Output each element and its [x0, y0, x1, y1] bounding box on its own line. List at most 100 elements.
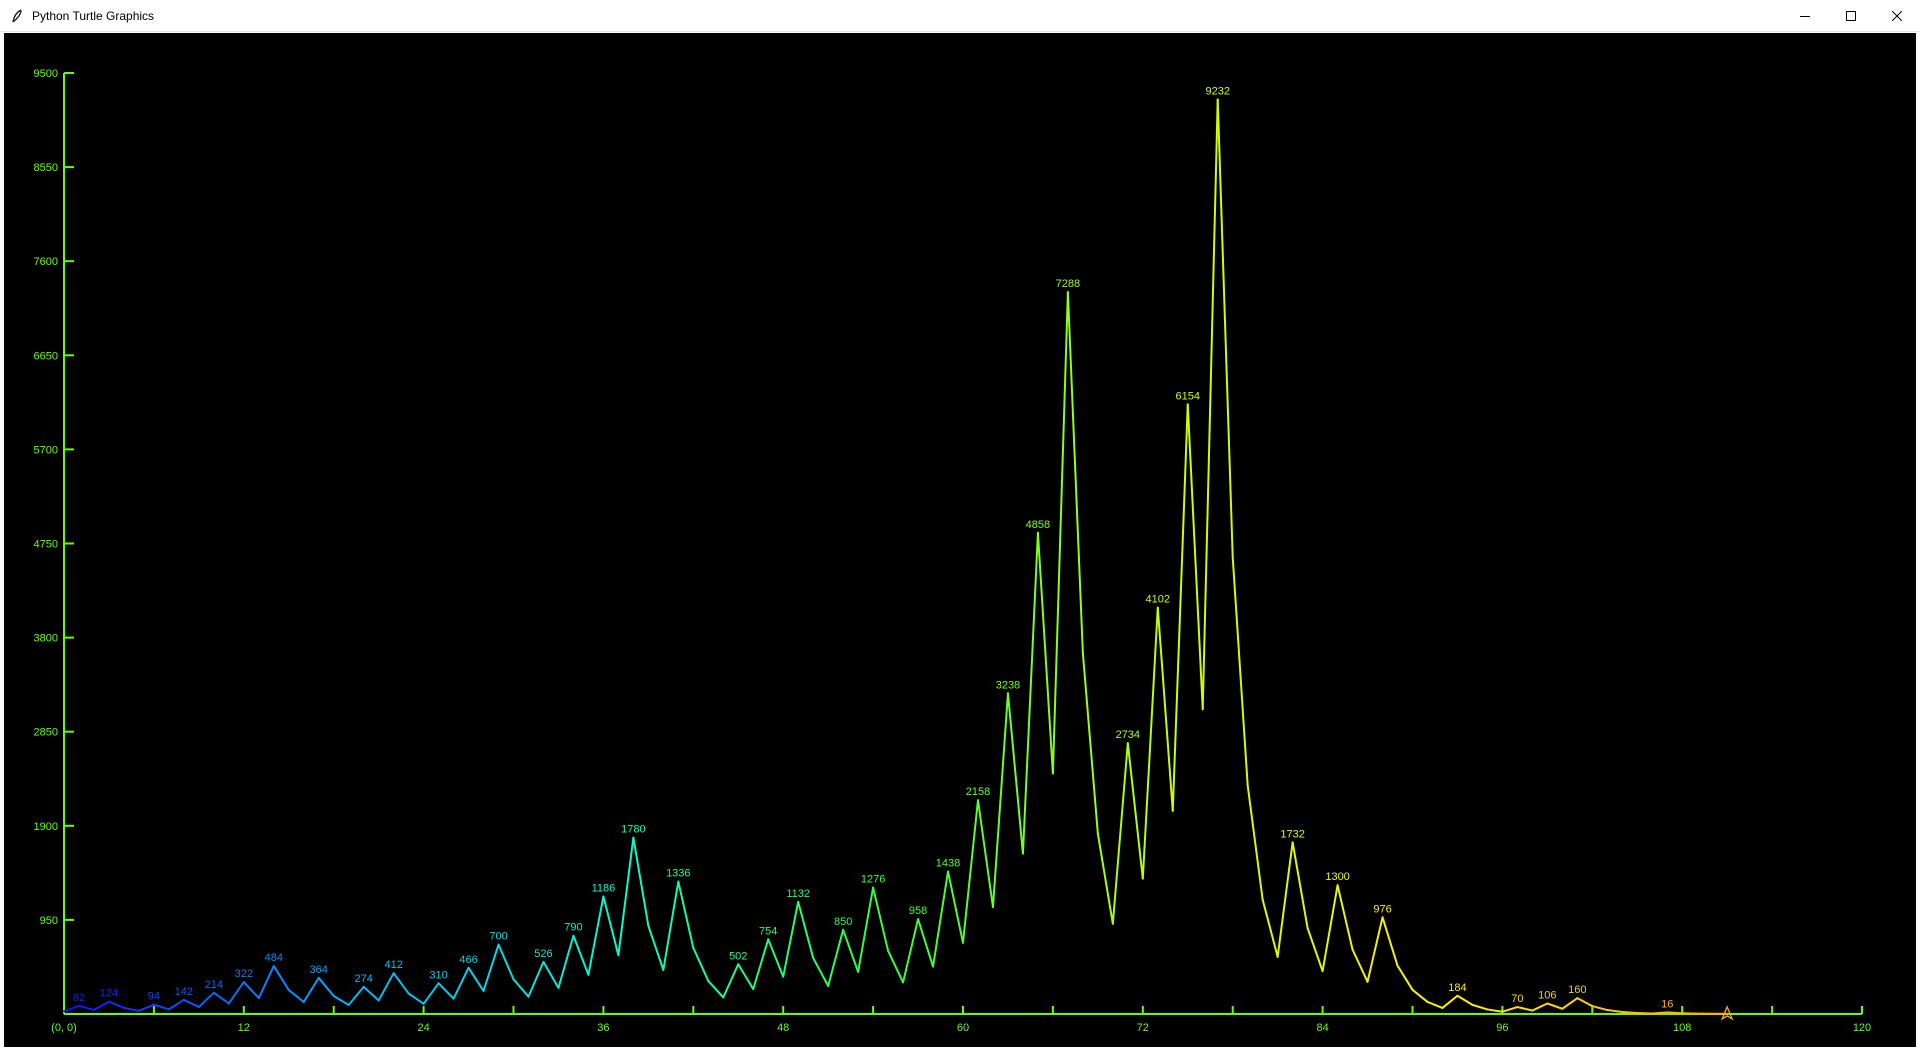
peak-label: 754	[759, 925, 777, 937]
series-line-segment	[484, 945, 499, 991]
peak-label: 526	[534, 948, 552, 960]
series-line-segment	[1502, 1007, 1517, 1012]
series-line-segment	[379, 973, 394, 1000]
series-line-segment	[1218, 100, 1233, 557]
peak-label: 1336	[666, 868, 690, 880]
minimize-button[interactable]	[1782, 0, 1828, 31]
series-line-segment	[1113, 743, 1128, 924]
series-line-segment	[1068, 292, 1083, 653]
peak-label: 1186	[592, 883, 616, 895]
peak-label: 310	[429, 969, 447, 981]
series-line-segment	[274, 966, 289, 990]
series-line-segment	[1427, 1002, 1442, 1008]
peak-label: 412	[384, 959, 402, 971]
series-line-segment	[558, 936, 573, 988]
peak-label: 1276	[861, 874, 885, 886]
series-line-segment	[843, 930, 858, 972]
series-line-segment	[528, 962, 543, 997]
peak-label: 484	[265, 952, 283, 964]
turtle-canvas: 12 24 36 48 60 72 84 96 108 120 (0, 0) 950 1900 2850 3…	[4, 33, 1916, 1047]
series-line-segment	[858, 888, 873, 972]
series-line-segment	[1023, 533, 1038, 854]
series-line-segment	[678, 882, 693, 948]
series-line-segment	[1398, 966, 1413, 990]
series-line-segment	[933, 872, 948, 967]
series-line-segment	[738, 964, 753, 989]
series-line-segment	[499, 945, 514, 980]
maximize-button[interactable]	[1828, 0, 1874, 31]
y-tick-label: 8550	[34, 162, 58, 174]
series-line-segment	[918, 919, 933, 966]
window-titlebar: Python Turtle Graphics	[0, 0, 1920, 32]
series-line-segment	[1622, 1012, 1637, 1013]
series-line-segment	[1038, 533, 1053, 774]
peak-label: 502	[729, 950, 747, 962]
y-tick-label: 5700	[34, 444, 58, 456]
peak-label: 16	[1661, 998, 1673, 1010]
maximize-icon	[1846, 11, 1856, 21]
x-tick-label: 84	[1316, 1022, 1328, 1034]
series-line-segment	[409, 994, 424, 1004]
y-tick-label: 1900	[34, 821, 58, 833]
series-line-segment	[1008, 693, 1023, 853]
series-line-segment	[64, 1006, 79, 1011]
series-line-segment	[1517, 1007, 1532, 1010]
series-line-segment	[693, 948, 708, 981]
series-line-segment	[94, 1002, 109, 1010]
series-line-segment	[813, 958, 828, 986]
peak-label: 790	[564, 922, 582, 934]
series-line-segment	[723, 964, 738, 997]
series-line-segment	[154, 1005, 169, 1010]
series-line-segment	[543, 962, 558, 988]
series-line-segment	[648, 926, 663, 970]
peak-label: 976	[1373, 903, 1391, 915]
series-line-segment	[169, 1000, 184, 1009]
peak-label: 1300	[1325, 871, 1349, 883]
close-icon	[1892, 11, 1902, 21]
y-tick-label: 2850	[34, 727, 58, 739]
peak-label: 70	[1511, 993, 1523, 1005]
series-line-segment	[1143, 608, 1158, 879]
series-line-segment	[439, 983, 454, 998]
peak-label: 4858	[1026, 519, 1050, 531]
series-line-segment	[244, 982, 259, 998]
close-button[interactable]	[1874, 0, 1920, 31]
peak-label: 1132	[786, 888, 810, 900]
peak-label: 2734	[1116, 729, 1140, 741]
series-line-segment	[1278, 842, 1293, 956]
series-line-segment	[573, 936, 588, 975]
series-line-segment	[1577, 998, 1592, 1006]
peak-label: 364	[310, 964, 328, 976]
peak-label: 4102	[1146, 594, 1170, 606]
series-line-segment	[424, 983, 439, 1004]
x-tick-label: 24	[417, 1022, 429, 1034]
series-line-segment	[454, 968, 469, 999]
series-line-segment	[1308, 928, 1323, 971]
x-tick-label: 96	[1496, 1022, 1508, 1034]
y-tick-label: 4750	[34, 539, 58, 551]
series-line-segment	[603, 897, 618, 956]
series-line-segment	[514, 979, 529, 996]
series-line-segment	[768, 939, 783, 976]
peak-label: 958	[909, 905, 927, 917]
x-tick-label: 48	[777, 1022, 789, 1034]
series-line-segment	[349, 987, 364, 1005]
series-line-segment	[1652, 1012, 1667, 1013]
x-tick-label: 36	[597, 1022, 609, 1034]
x-tick-label: 72	[1137, 1022, 1149, 1034]
peak-label: 274	[354, 973, 372, 985]
y-tick-label: 7600	[34, 256, 58, 268]
series-line-segment	[1053, 292, 1068, 773]
peak-label: 214	[205, 979, 223, 991]
series-line-segment	[1592, 1006, 1607, 1010]
series-line-segment	[1263, 900, 1278, 957]
series-line-segment	[364, 987, 379, 1001]
series-line-segment	[993, 693, 1008, 907]
series-line-segment	[1457, 996, 1472, 1005]
series-line-segment	[1188, 404, 1203, 709]
y-tick-label: 6650	[34, 350, 58, 362]
series-line-segment	[633, 838, 648, 926]
x-tick-label: 108	[1673, 1022, 1691, 1034]
peak-label: 1732	[1280, 828, 1304, 840]
series-line-segment	[1353, 950, 1368, 982]
